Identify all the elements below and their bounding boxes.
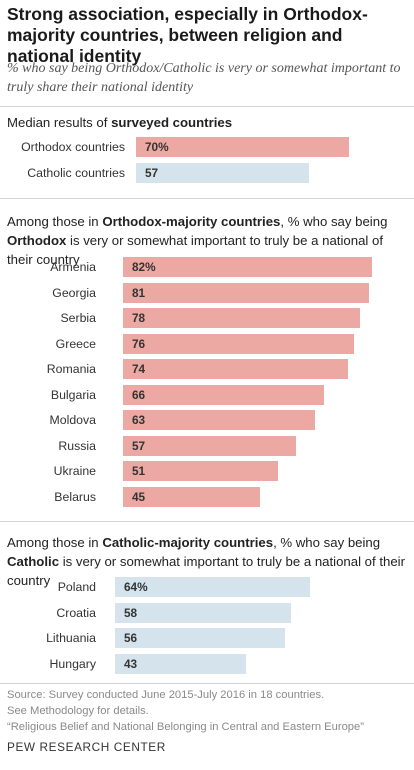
data-label: 58: [124, 605, 138, 620]
orthodox-heading-pre: Among those in: [7, 214, 103, 229]
source-note: Source: Survey conducted June 2015-July …: [7, 689, 325, 701]
catholic-section-heading: Among those in Catholic-majority countri…: [7, 533, 407, 590]
catholic-heading-pre: Among those in: [7, 535, 103, 550]
category-label: Georgia: [52, 285, 96, 300]
catholic-heading-bold-religion: Catholic: [7, 554, 60, 569]
bar: [115, 577, 310, 597]
category-label: Armenia: [50, 260, 96, 274]
data-label: 76: [132, 336, 146, 351]
data-label: 82%: [132, 260, 156, 274]
data-label: 43: [124, 656, 138, 671]
median-section-heading: Median results of surveyed countries: [7, 113, 407, 132]
chart-title: Strong association, especially in Orthod…: [7, 4, 368, 66]
bar: [123, 486, 260, 507]
category-label: Serbia: [60, 311, 96, 325]
category-label: Russia: [58, 438, 96, 453]
category-label: Moldova: [49, 413, 96, 427]
bar: [123, 461, 279, 481]
data-label: 66: [132, 387, 146, 402]
bar: [123, 435, 297, 456]
chart-subtitle: % who say being Orthodox/Catholic is ver…: [7, 61, 401, 95]
data-label: 51: [132, 464, 146, 478]
category-label: Romania: [46, 362, 96, 376]
category-label: Lithuania: [46, 631, 96, 645]
bar: [123, 257, 373, 277]
bar: [123, 359, 348, 379]
bar: [115, 602, 292, 623]
orthodox-heading-bold-countries: Orthodox-majority countries: [102, 214, 281, 229]
bar: [123, 333, 355, 354]
category-label: Croatia: [56, 605, 96, 620]
methodology-note: See Methodology for details.: [7, 705, 149, 717]
category-label: Belarus: [54, 489, 96, 504]
data-label: 81: [132, 285, 146, 300]
orthodox-heading-mid: , % who say being: [280, 214, 388, 229]
data-label: 57: [132, 438, 146, 453]
divider: [0, 521, 414, 522]
bar: [115, 628, 286, 648]
catholic-heading-bold-countries: Catholic-majority countries: [102, 535, 274, 550]
pew-brand: PEW RESEARCH CENTER: [7, 740, 166, 754]
data-label: 56: [124, 631, 138, 645]
data-label: 74: [132, 362, 146, 376]
category-label: Catholic countries: [27, 166, 125, 180]
catholic-heading-mid: , % who say being: [273, 535, 381, 550]
category-label: Ukraine: [53, 464, 96, 478]
category-label: Bulgaria: [50, 387, 96, 402]
category-label: Greece: [55, 336, 96, 351]
orthodox-heading-bold-religion: Orthodox: [7, 233, 67, 248]
median-heading-text: Median results of: [7, 115, 112, 130]
category-label: Poland: [57, 580, 96, 594]
bar: [123, 308, 361, 328]
bar: [136, 163, 310, 183]
data-label: 63: [132, 413, 146, 427]
median-heading-bold: surveyed countries: [111, 115, 233, 130]
divider: [0, 198, 414, 199]
data-label: 64%: [124, 580, 148, 594]
catholic-heading-post: is very or somewhat important to truly b…: [7, 554, 405, 588]
category-label: Orthodox countries: [21, 140, 125, 154]
bar: [123, 384, 324, 405]
data-label: 78: [132, 311, 146, 325]
data-label: 57: [145, 166, 159, 180]
data-label: 70%: [145, 140, 169, 154]
category-label: Hungary: [49, 656, 96, 671]
data-label: 45: [132, 489, 146, 504]
divider: [0, 106, 414, 107]
report-title: “Religious Belief and National Belonging…: [7, 721, 364, 733]
orthodox-heading-post: is very or somewhat important to truly b…: [7, 233, 383, 267]
bar: [123, 282, 370, 303]
bar: [123, 410, 315, 430]
bar: [136, 137, 349, 157]
orthodox-section-heading: Among those in Orthodox-majority countri…: [7, 212, 407, 269]
bar: [115, 653, 246, 674]
divider: [0, 683, 414, 684]
